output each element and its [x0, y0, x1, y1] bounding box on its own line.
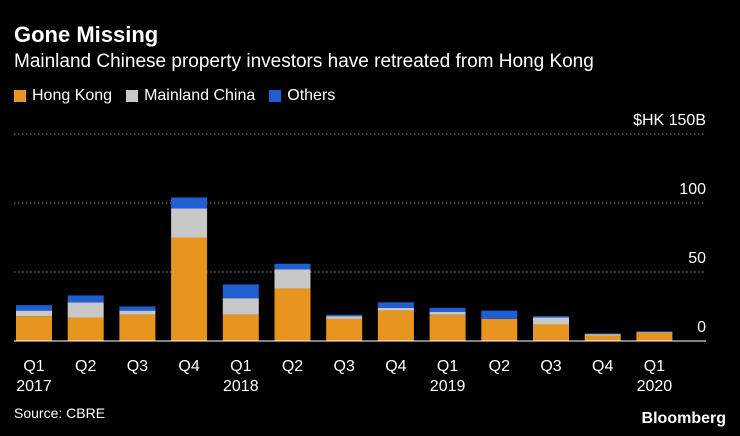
bar-mainland-china-0: [16, 310, 52, 317]
bar-hong-kong-3: [171, 237, 208, 341]
bar-hong-kong-4: [222, 314, 259, 341]
bar-others-0: [16, 305, 52, 311]
y-tick-label-150: $HK 150B: [633, 112, 706, 129]
x-tick-label-11: Q4: [592, 358, 613, 375]
bar-mainland-china-2: [119, 310, 156, 315]
x-tick-label-4: Q1: [230, 358, 251, 375]
x-tick-label-8: Q1: [437, 358, 458, 375]
bar-mainland-china-3: [171, 208, 208, 238]
bar-others-8: [429, 307, 466, 313]
x-tick-label-3: Q4: [178, 358, 199, 375]
bar-others-12: [636, 331, 673, 333]
bar-mainland-china-12: [636, 332, 673, 333]
legend-label-hong-kong: Hong Kong: [32, 87, 113, 104]
bar-hong-kong-1: [67, 317, 104, 341]
x-tick-label-2: Q3: [127, 358, 148, 375]
chart-subtitle: Mainland Chinese property investors have…: [14, 51, 594, 72]
bar-hong-kong-0: [16, 316, 52, 341]
bar-mainland-china-11: [584, 334, 621, 336]
bar-others-3: [171, 197, 208, 209]
legend-item-mainland-china: Mainland China: [126, 87, 255, 105]
legend-item-others: Others: [269, 87, 335, 105]
bar-mainland-china-6: [326, 316, 363, 319]
bar-hong-kong-9: [481, 318, 518, 341]
bar-hong-kong-2: [119, 314, 156, 341]
bar-others-2: [119, 306, 156, 311]
x-tick-label-9: Q2: [489, 358, 510, 375]
year-label-2017: 2017: [16, 378, 52, 395]
bar-hong-kong-11: [584, 335, 621, 341]
year-label-2019: 2019: [430, 378, 466, 395]
bar-others-7: [377, 302, 414, 308]
bar-hong-kong-12: [636, 332, 673, 341]
bar-mainland-china-10: [533, 317, 569, 325]
y-tick-label-50: 50: [688, 250, 706, 267]
year-label-2018: 2018: [223, 378, 259, 395]
legend: Hong Kong Mainland China Others: [14, 87, 349, 105]
source-note: Source: CBRE: [14, 405, 106, 421]
x-tick-label-12: Q1: [644, 358, 665, 375]
x-tick-label-1: Q2: [75, 358, 96, 375]
legend-label-mainland-china: Mainland China: [144, 87, 256, 104]
legend-label-others: Others: [287, 87, 336, 104]
bar-others-11: [584, 333, 621, 335]
bar-others-6: [326, 314, 363, 317]
bar-others-1: [67, 295, 104, 303]
bar-mainland-china-1: [67, 302, 104, 318]
x-tick-label-10: Q3: [540, 358, 561, 375]
legend-swatch-mainland-china: [126, 90, 139, 102]
bar-mainland-china-4: [222, 298, 259, 315]
bar-hong-kong-5: [274, 288, 311, 341]
y-tick-label-0: 0: [697, 319, 706, 336]
year-label-2020: 2020: [637, 378, 673, 395]
bar-hong-kong-10: [533, 324, 569, 341]
bar-hong-kong-7: [377, 310, 414, 341]
x-tick-label-0: Q1: [23, 358, 44, 375]
x-tick-label-6: Q3: [334, 358, 355, 375]
y-tick-label-100: 100: [679, 181, 706, 198]
bar-others-5: [274, 263, 311, 270]
bar-others-10: [533, 316, 569, 318]
bloomberg-logo: Bloomberg: [641, 410, 726, 427]
bar-mainland-china-5: [274, 269, 311, 289]
bar-mainland-china-8: [429, 312, 466, 315]
bar-others-4: [222, 284, 259, 299]
legend-swatch-hong-kong: [14, 90, 26, 102]
bar-hong-kong-6: [326, 318, 363, 341]
x-tick-label-7: Q4: [385, 358, 406, 375]
legend-item-hong-kong: Hong Kong: [14, 87, 112, 105]
bar-hong-kong-8: [429, 314, 466, 341]
legend-swatch-others: [269, 90, 282, 102]
x-tick-label-5: Q2: [282, 358, 303, 375]
bar-mainland-china-7: [377, 307, 414, 311]
bar-others-9: [481, 310, 518, 319]
chart-title: Gone Missing: [14, 22, 159, 47]
